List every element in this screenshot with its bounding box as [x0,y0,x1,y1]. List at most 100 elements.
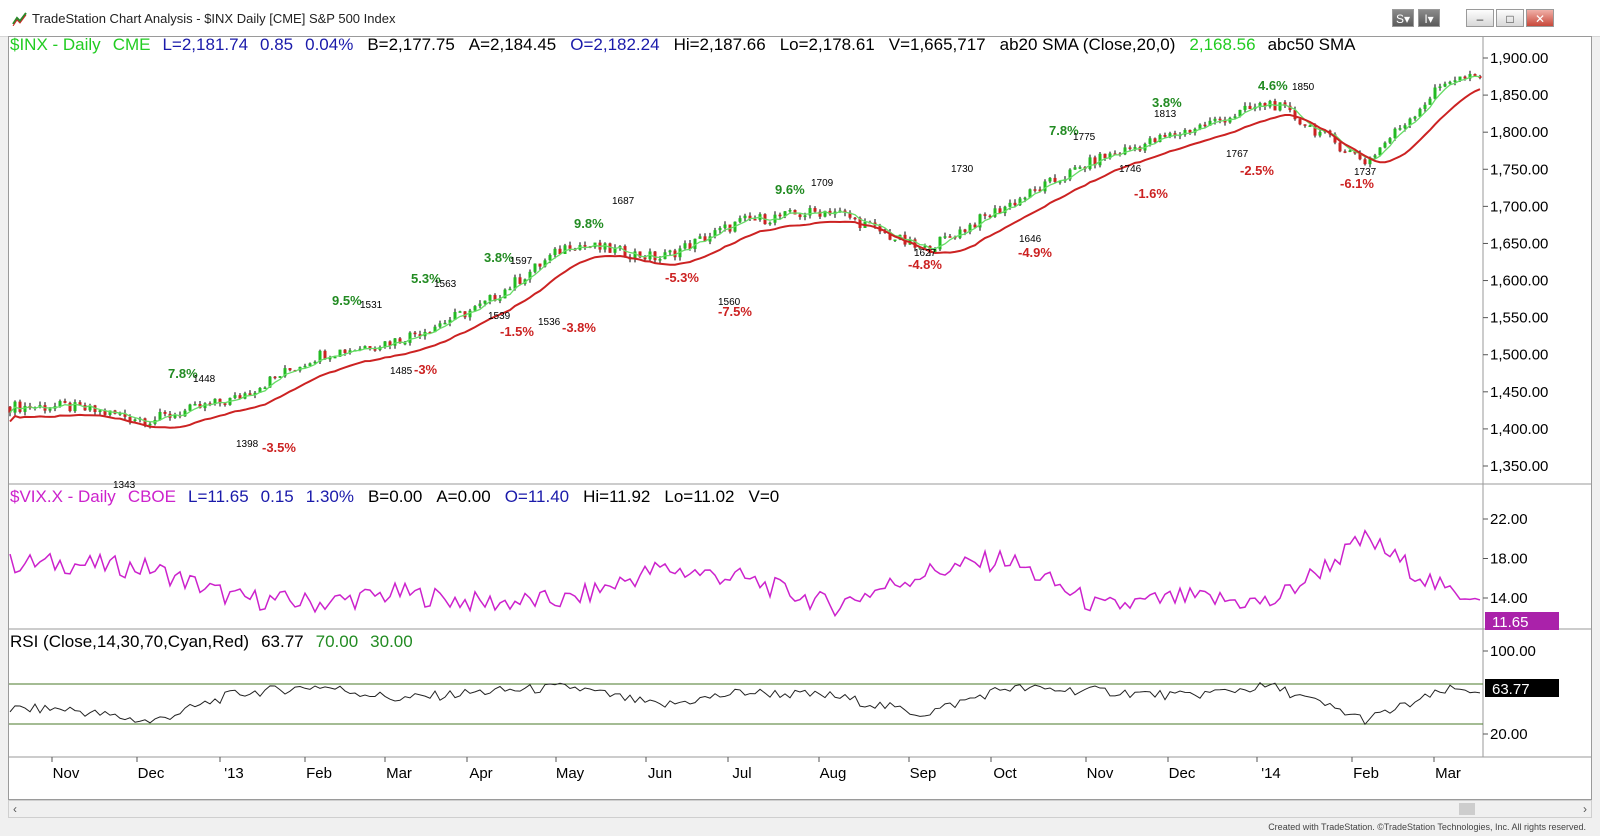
candle [1183,129,1187,135]
candle [948,236,952,238]
candle [753,219,757,221]
candle [943,236,947,238]
candle [1133,147,1137,149]
y-tick-label: 18.00 [1490,551,1528,568]
scroll-left-icon[interactable]: ‹ [13,802,17,816]
candle [173,414,177,418]
candle [428,331,432,334]
candle [1428,98,1432,105]
candle [503,289,507,299]
price-annotation: 3.8% [1152,95,1182,110]
candle [1028,189,1032,198]
x-tick-label: '13 [224,765,244,782]
candle [808,208,812,216]
legend-item: V=0 [749,487,780,506]
y-tick-label: 1,650.00 [1490,235,1548,252]
candle [188,404,192,411]
candle [1018,198,1022,206]
price-annotation: -1.6% [1134,186,1168,201]
candle [1403,125,1407,129]
horizontal-scrollbar[interactable]: ‹ › [8,800,1592,818]
scroll-right-icon[interactable]: › [1583,802,1587,816]
candle [223,403,227,405]
price-annotation: 1775 [1073,132,1096,143]
candle [653,251,657,261]
candle [1333,134,1337,143]
candle [493,295,497,301]
y-tick-label: 1,750.00 [1490,161,1548,178]
candle [163,411,167,414]
close-icon: ✕ [1534,12,1546,26]
candle [468,310,472,318]
candle [108,410,112,415]
candle [448,319,452,323]
candle [793,210,797,215]
candle [388,341,392,346]
price-annotation: -4.9% [1018,245,1052,260]
scrollbar-thumb[interactable] [1459,803,1475,815]
i-menu-button[interactable]: I▾ [1418,9,1440,27]
candle [1058,181,1062,183]
x-tick-label: Sep [910,765,937,782]
candle [488,295,492,301]
candle [368,346,372,350]
x-tick-label: May [556,765,585,782]
candle [453,312,457,320]
price-annotation: 1536 [538,317,561,328]
rsi-last-value-badge [1485,679,1559,697]
candle [968,224,972,232]
candle [363,346,367,349]
candle [673,250,677,258]
candle [1013,202,1017,206]
candle [1203,124,1207,127]
candle [518,277,522,284]
candle [783,211,787,217]
candle [1008,202,1012,207]
x-tick-label: Apr [469,765,492,782]
candle [528,271,532,280]
candle [643,257,647,260]
price-annotation: -5.3% [665,270,699,285]
candle [158,411,162,420]
footer-copyright: Created with TradeStation. ©TradeStation… [1268,822,1586,832]
candle [973,224,977,228]
candle [1163,135,1167,137]
vix-legend: $VIX.X - Daily CBOE L=11.65 0.15 1.30% B=0.00… [10,487,779,506]
minimize-button[interactable]: – [1466,9,1494,27]
candle [1473,74,1477,77]
y-tick-label: 1,850.00 [1490,87,1548,104]
candle [608,243,612,253]
candle [888,232,892,240]
s-menu-button[interactable]: S▾ [1392,9,1414,27]
price-legend: $INX - Daily CME L=2,181.74 0.85 0.04% B=2,17… [10,35,1356,54]
maximize-button[interactable]: □ [1496,9,1524,27]
x-tick-label: Jul [732,765,751,782]
candle [193,404,197,406]
legend-item: 70.00 [316,632,359,651]
candle [748,215,752,220]
candle [18,401,22,412]
candle [778,214,782,217]
candle [183,410,187,417]
candle [1378,147,1382,156]
candle [1173,133,1177,136]
candle [983,214,987,216]
legend-item: A=2,184.45 [469,35,556,54]
x-tick-label: Oct [993,765,1017,782]
close-button[interactable]: ✕ [1526,9,1554,27]
legend-item: CBOE [128,487,176,506]
candle [358,348,362,351]
candle [798,214,802,218]
price-annotation: 7.8% [168,366,198,381]
y-tick-label: 14.00 [1490,590,1528,607]
candle [858,217,862,228]
candle [23,405,27,412]
candle [148,423,152,426]
chart-area[interactable] [8,36,1592,800]
candle [1383,142,1387,148]
legend-item: Lo=2,178.61 [780,35,875,54]
candle [928,245,932,253]
candle [893,239,897,241]
candle [1348,150,1352,152]
